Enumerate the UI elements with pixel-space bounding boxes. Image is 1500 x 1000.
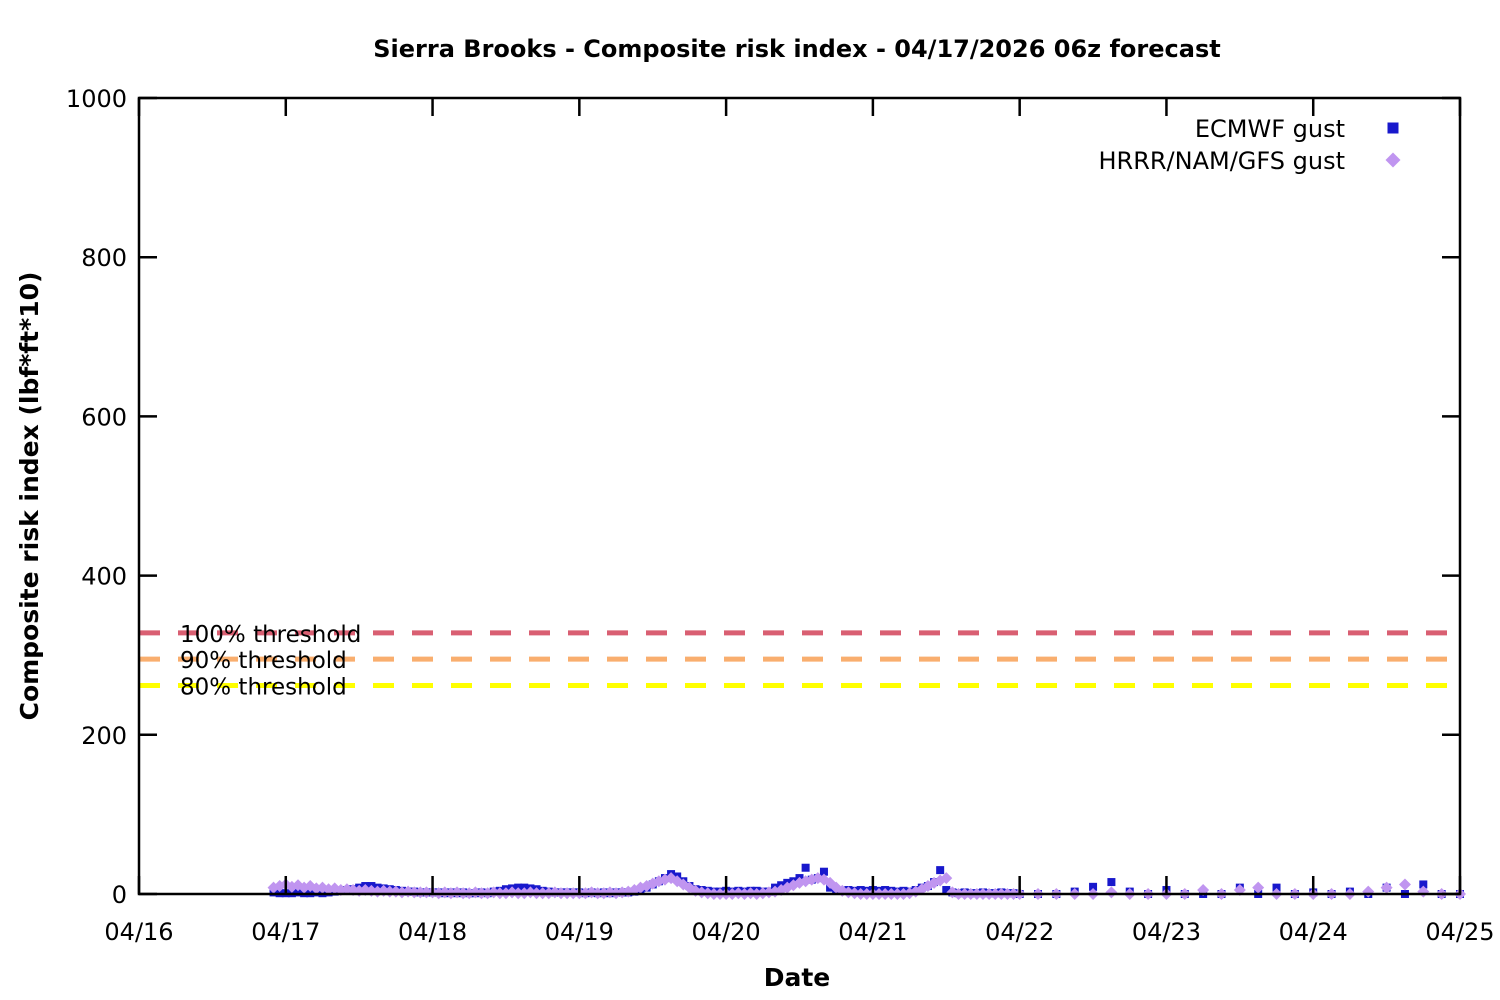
legend: ECMWF gust HRRR/NAM/GFS gust [1098,115,1401,175]
x-tick-label: 04/17 [251,918,320,946]
x-axis-label: Date [764,963,831,992]
y-tick-label: 400 [81,563,127,591]
y-axis-label: Composite risk index (lbf*ft*10) [15,272,44,721]
legend-label-ecmwf: ECMWF gust [1195,115,1345,143]
threshold-label-2: 80% threshold [180,674,347,700]
x-tick-label: 04/19 [545,918,614,946]
threshold-label-1: 90% threshold [180,648,347,674]
x-tick-label: 04/22 [985,918,1054,946]
x-tick-label: 04/20 [692,918,761,946]
threshold-label-0: 100% threshold [180,622,361,648]
plot-border-and-ticks [137,96,1462,896]
legend-marker-diamond-icon [1385,152,1401,168]
x-tick-label: 04/16 [104,918,173,946]
threshold-lines [139,630,1460,688]
x-tick-label: 04/23 [1132,918,1201,946]
x-tick-label: 04/21 [838,918,907,946]
y-tick-label: 800 [81,244,127,272]
y-tick-label: 1000 [66,85,127,113]
legend-marker-square-icon [1387,122,1399,134]
y-tick-label: 200 [81,722,127,750]
x-tick-label: 04/24 [1279,918,1348,946]
series-markers [267,863,1466,900]
y-tick-label: 0 [112,881,127,909]
x-tick-label: 04/25 [1425,918,1494,946]
x-tick-label: 04/18 [398,918,467,946]
chart-title: Sierra Brooks - Composite risk index - 0… [373,35,1220,63]
legend-label-hrrr: HRRR/NAM/GFS gust [1098,147,1345,175]
axis-tick-labels: 04/16 04/17 04/18 04/19 04/20 04/21 04/22 04/23… [66,85,1495,946]
y-tick-label: 600 [81,403,127,431]
